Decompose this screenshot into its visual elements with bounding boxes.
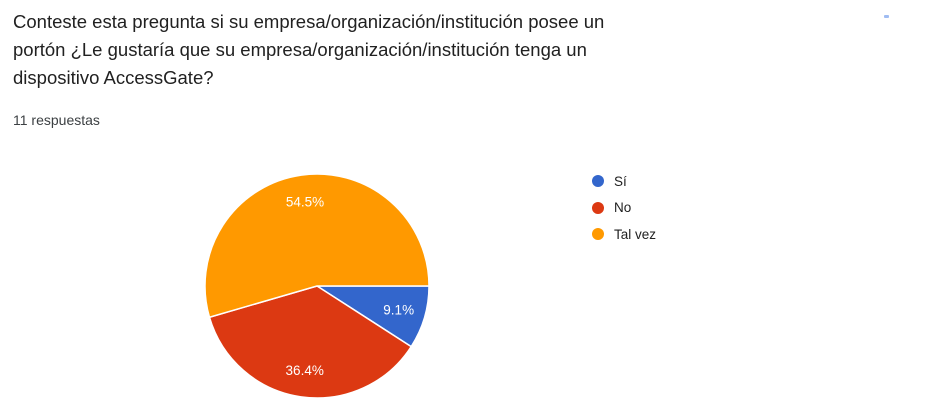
legend-item-sí: Sí (592, 172, 656, 190)
chart-legend: Sí No Tal vez (592, 172, 656, 252)
legend-item-tal-vez: Tal vez (592, 225, 656, 243)
legend-label: No (614, 200, 632, 215)
legend-color-dot (592, 228, 604, 240)
question-title: Conteste esta pregunta si su empresa/org… (13, 11, 605, 88)
legend-color-dot (592, 175, 604, 187)
legend-item-no: No (592, 199, 656, 217)
responses-count: 11 respuestas (13, 112, 100, 128)
legend-color-dot (592, 201, 604, 214)
pie-slice-no[interactable] (208, 285, 412, 399)
legend-label: Sí (614, 173, 627, 189)
ui-artifact-mark (884, 15, 889, 18)
pie-slice-label: 54.5% (286, 194, 324, 209)
pie-slice-tal-vez[interactable] (204, 173, 430, 318)
pie-slice-label: 9.1% (383, 303, 414, 318)
pie-slice-label: 36.4% (286, 363, 324, 378)
legend-label: Tal vez (614, 226, 657, 242)
